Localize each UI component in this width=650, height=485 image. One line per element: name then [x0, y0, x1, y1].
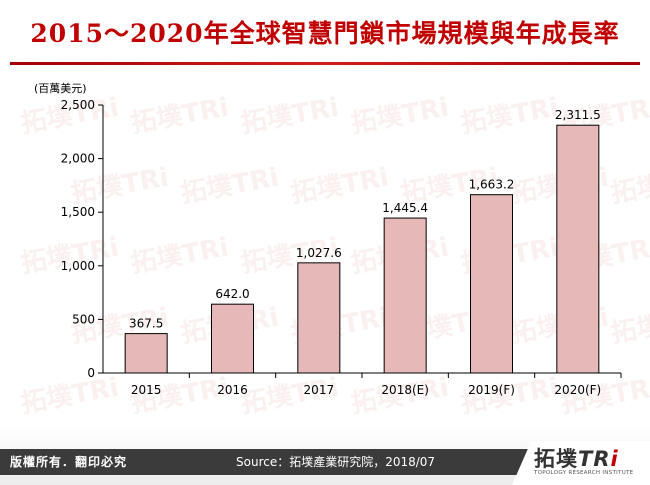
bar	[211, 303, 254, 374]
title-divider	[10, 62, 640, 65]
y-tick-label: 2,000	[61, 152, 95, 166]
logo-i: i	[610, 447, 619, 471]
x-tick-label: 2019(F)	[468, 383, 515, 397]
logo-tr: TR	[578, 447, 611, 471]
copyright-text: 版權所有．翻印必究	[10, 455, 128, 469]
logo-subtitle: TOPOLOGY RESEARCH INSTITUTE	[534, 470, 634, 476]
chart-axes: 0 500 1,000 1,500 2,000 2,500	[61, 98, 622, 380]
y-tick-label: 1,000	[61, 259, 95, 273]
bar-chart: (百萬美元) 0 500 1,000 1,500 2,000 2,500 367.5 201…	[34, 82, 622, 397]
bar	[124, 333, 168, 374]
data-label: 2,311.5	[555, 108, 601, 122]
x-tick-label: 2015	[131, 383, 162, 397]
footer: 版權所有．翻印必究 Source：拓墣產業研究院，2018/07 拓墣TRi T…	[0, 441, 650, 485]
logo-wordmark: 拓墣TRi	[534, 443, 619, 473]
x-tick-label: 2020(F)	[554, 383, 601, 397]
chart-labels: 367.5 2015 642.0 2016 1,027.6 2017 1,445.4 2018…	[129, 108, 601, 397]
logo-chinese: 拓墣	[534, 447, 578, 471]
y-tick-label: 500	[72, 312, 95, 326]
y-tick-label: 0	[87, 366, 95, 380]
source-text: Source：拓墣產業研究院，2018/07	[236, 455, 436, 469]
data-label: 367.5	[129, 317, 163, 331]
x-tick-label: 2017	[304, 383, 335, 397]
x-tick-label: 2018(E)	[381, 383, 428, 397]
data-label: 1,027.6	[296, 246, 342, 260]
page-title: 2015～2020年全球智慧門鎖市場規模與年成長率	[30, 19, 620, 48]
data-label: 642.0	[215, 287, 249, 301]
y-unit-label: (百萬美元)	[34, 82, 87, 95]
data-label: 1,445.4	[382, 201, 428, 215]
bar	[383, 217, 427, 374]
company-logo: 拓墣TRi TOPOLOGY RESEARCH INSTITUTE	[534, 441, 644, 485]
bar	[297, 262, 341, 374]
y-tick-label: 2,500	[61, 98, 95, 112]
y-tick-label: 1,500	[61, 205, 95, 219]
bar	[470, 194, 513, 374]
x-tick-label: 2016	[217, 383, 248, 397]
logo-panel	[512, 441, 650, 485]
data-label: 1,663.2	[469, 178, 515, 192]
chart-bars	[124, 124, 600, 374]
bar	[556, 124, 600, 374]
